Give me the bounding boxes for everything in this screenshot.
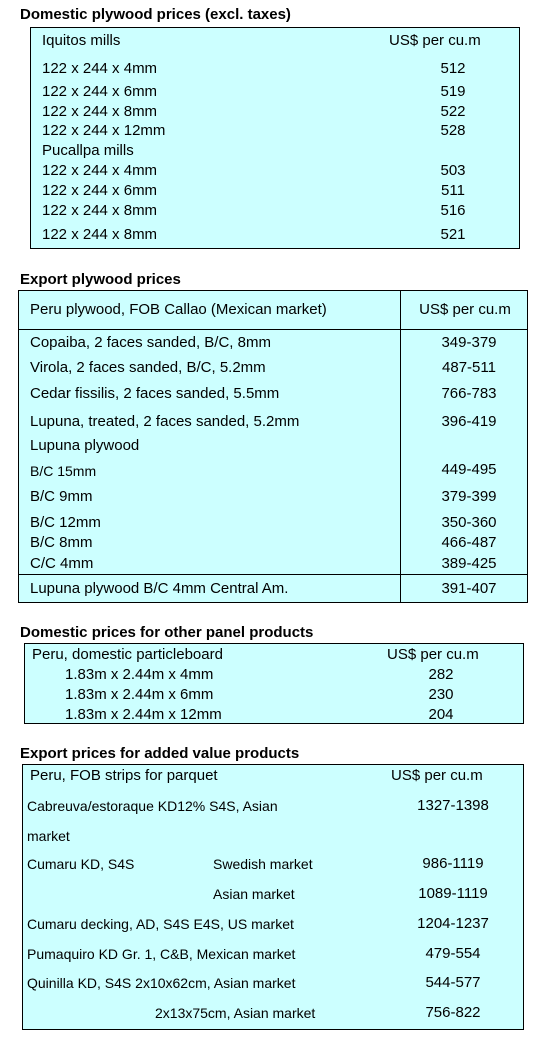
table-row-size: 122 x 244 x 4mm: [42, 60, 158, 77]
table-row-product: 2x13x75cm, Asian market: [155, 1005, 316, 1021]
table-row-price: 1204-1237: [417, 915, 489, 932]
domestic-plywood-table: Iquitos mills US$ per cu.m 122 x 244 x 4…: [30, 27, 520, 249]
table-row-product: Cumaru decking, AD, S4S E4S, US market: [27, 916, 294, 932]
table-row-price: 487-511: [442, 359, 496, 376]
table-row-size: 1.83m x 2.44m x 12mm: [65, 706, 222, 723]
table-row-product: Cumaru KD, S4S: [27, 856, 135, 872]
unit-header: US$ per cu.m: [391, 767, 483, 784]
table-row-price: 204: [428, 706, 454, 723]
table-header-label: Peru plywood, FOB Callao (Mexican market…: [30, 301, 327, 318]
table-row-price: 282: [428, 666, 454, 683]
header-divider: [19, 329, 527, 330]
table-row-product: B/C 9mm: [30, 488, 93, 505]
table-row-product: Lupuna plywood B/C 4mm Central Am.: [30, 580, 289, 597]
table-row-product-cont: market: [27, 828, 70, 844]
table-row-price: 519: [440, 83, 466, 100]
table-row-size: 122 x 244 x 8mm: [42, 202, 158, 219]
table-row-price: 516: [440, 202, 466, 219]
row-divider: [19, 574, 527, 575]
section-title-added-value: Export prices for added value products: [20, 745, 300, 762]
table-row-price: 503: [440, 162, 466, 179]
table-row-size: 122 x 244 x 4mm: [42, 162, 158, 179]
table-row-product: C/C 4mm: [30, 555, 94, 572]
table-row-price: 528: [440, 122, 466, 139]
table-row-market: Swedish market: [213, 856, 313, 872]
iquitos-mills-label: Iquitos mills: [42, 32, 121, 49]
table-row-price: 512: [440, 60, 466, 77]
table-row-market: Asian market: [213, 886, 295, 902]
table-row-product: B/C 8mm: [30, 534, 93, 551]
other-panels-table: Peru, domestic particleboard US$ per cu.…: [24, 643, 524, 724]
table-row-price: 389-425: [441, 555, 497, 572]
table-row-price: 350-360: [441, 514, 497, 531]
table-row-price: 766-783: [441, 385, 497, 402]
table-row-price: 1089-1119: [418, 885, 488, 902]
table-row-product: Lupuna, treated, 2 faces sanded, 5.2mm: [30, 413, 300, 430]
table-row-product: B/C 12mm: [30, 514, 101, 531]
table-row-price: 379-399: [441, 488, 497, 505]
table-row-size: 1.83m x 2.44m x 4mm: [65, 666, 214, 683]
table-row-size: 1.83m x 2.44m x 6mm: [65, 686, 214, 703]
table-row-product: B/C 15mm: [30, 463, 97, 479]
section-title-domestic-plywood: Domestic plywood prices (excl. taxes): [20, 6, 291, 23]
table-row-size: 122 x 244 x 6mm: [42, 182, 158, 199]
table-row-size: 122 x 244 x 12mm: [42, 122, 166, 139]
table-row-size: 122 x 244 x 8mm: [42, 226, 158, 243]
table-row-product: Pumaquiro KD Gr. 1, C&B, Mexican market: [27, 946, 296, 962]
unit-header: US$ per cu.m: [387, 646, 479, 663]
table-row-price: 391-407: [441, 580, 497, 597]
section-title-export-plywood: Export plywood prices: [20, 271, 181, 288]
table-header-label: Peru, domestic particleboard: [32, 646, 223, 663]
table-row-price: 1327-1398: [417, 797, 489, 814]
export-plywood-table: Peru plywood, FOB Callao (Mexican market…: [18, 290, 528, 603]
column-divider: [400, 291, 401, 602]
table-row-price: 756-822: [425, 1004, 481, 1021]
table-row-product: Quinilla KD, S4S 2x10x62cm, Asian market: [27, 975, 296, 991]
table-row-product: Virola, 2 faces sanded, B/C, 5.2mm: [30, 359, 266, 376]
table-row-price: 511: [441, 182, 465, 199]
table-row-product: Copaiba, 2 faces sanded, B/C, 8mm: [30, 334, 271, 351]
table-row-price: 521: [440, 226, 466, 243]
section-title-other-panels: Domestic prices for other panel products: [20, 624, 314, 641]
unit-header: US$ per cu.m: [419, 301, 511, 318]
pucallpa-mills-label: Pucallpa mills: [42, 142, 134, 159]
table-row-product: Cabreuva/estoraque KD12% S4S, Asian: [27, 798, 278, 814]
table-row-product: Cedar fissilis, 2 faces sanded, 5.5mm: [30, 385, 280, 402]
table-row-price: 349-379: [441, 334, 497, 351]
table-row-price: 230: [428, 686, 454, 703]
table-row-price: 544-577: [425, 974, 481, 991]
added-value-table: Peru, FOB strips for parquet US$ per cu.…: [22, 764, 524, 1030]
lupuna-plywood-label: Lupuna plywood: [30, 437, 140, 454]
unit-header: US$ per cu.m: [389, 32, 481, 49]
table-row-price: 479-554: [425, 945, 481, 962]
table-row-price: 986-1119: [422, 855, 484, 872]
table-row-price: 396-419: [441, 413, 497, 430]
table-row-size: 122 x 244 x 6mm: [42, 83, 158, 100]
table-row-size: 122 x 244 x 8mm: [42, 103, 158, 120]
table-header-label: Peru, FOB strips for parquet: [30, 767, 218, 784]
table-row-price: 449-495: [441, 461, 497, 478]
table-row-price: 522: [440, 103, 466, 120]
table-row-price: 466-487: [441, 534, 497, 551]
